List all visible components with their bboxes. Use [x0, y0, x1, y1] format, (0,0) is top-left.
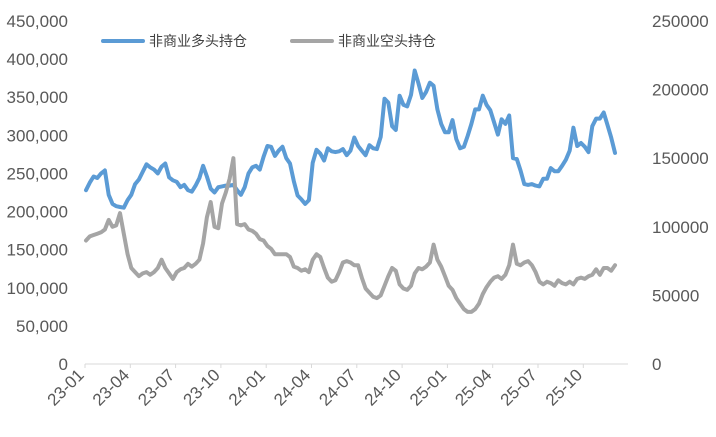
right-y-tick-label: 50000 — [652, 286, 699, 305]
left-y-tick-label: 0 — [59, 355, 68, 374]
left-y-tick-label: 400,000 — [7, 50, 68, 69]
x-tick-label: 24-07 — [315, 365, 359, 409]
right-y-tick-label: 150000 — [652, 149, 709, 168]
right-y-tick-label: 250000 — [652, 12, 709, 31]
series-line-long-positions — [84, 68, 617, 210]
right-y-tick-label: 100000 — [652, 218, 709, 237]
legend-label: 非商业空头持仓 — [338, 34, 436, 50]
legend: 非商业多头持仓 非商业空头持仓 — [101, 33, 436, 50]
left-y-tick-label: 300,000 — [7, 126, 68, 145]
x-tick-label: 25-07 — [497, 365, 541, 409]
x-tick-label: 24-10 — [361, 365, 405, 409]
left-y-tick-label: 350,000 — [7, 88, 68, 107]
left-y-tick-label: 450,000 — [7, 12, 68, 31]
left-y-tick-label: 150,000 — [7, 241, 68, 260]
right-y-tick-label: 200000 — [652, 81, 709, 100]
x-tick-label: 24-01 — [225, 365, 269, 409]
left-y-tick-label: 200,000 — [7, 203, 68, 222]
x-tick-label: 24-04 — [270, 365, 314, 409]
left-y-tick-label: 50,000 — [16, 317, 68, 336]
x-axis: 23-01 23-04 23-07 23-10 24-01 24-04 24-07 24-10… — [44, 364, 586, 410]
left-y-tick-label: 100,000 — [7, 279, 68, 298]
x-tick-label: 23-10 — [180, 365, 224, 409]
x-tick-label: 23-07 — [134, 365, 178, 409]
series-lines — [84, 68, 617, 314]
x-tick-label: 25-10 — [542, 365, 586, 409]
legend-label: 非商业多头持仓 — [149, 33, 247, 50]
right-y-tick-label: 0 — [652, 355, 661, 374]
x-tick-label: 25-04 — [451, 365, 495, 409]
right-y-axis: 0 50000 100000 150000 200000 250000 — [652, 12, 709, 374]
left-y-axis: 0 50,000 100,000 150,000 200,000 250,000 300,0… — [7, 12, 68, 374]
x-tick-label: 23-04 — [89, 365, 133, 409]
left-y-tick-label: 250,000 — [7, 164, 68, 183]
series-line-short-positions — [84, 156, 617, 314]
x-tick-label: 25-01 — [406, 365, 450, 409]
